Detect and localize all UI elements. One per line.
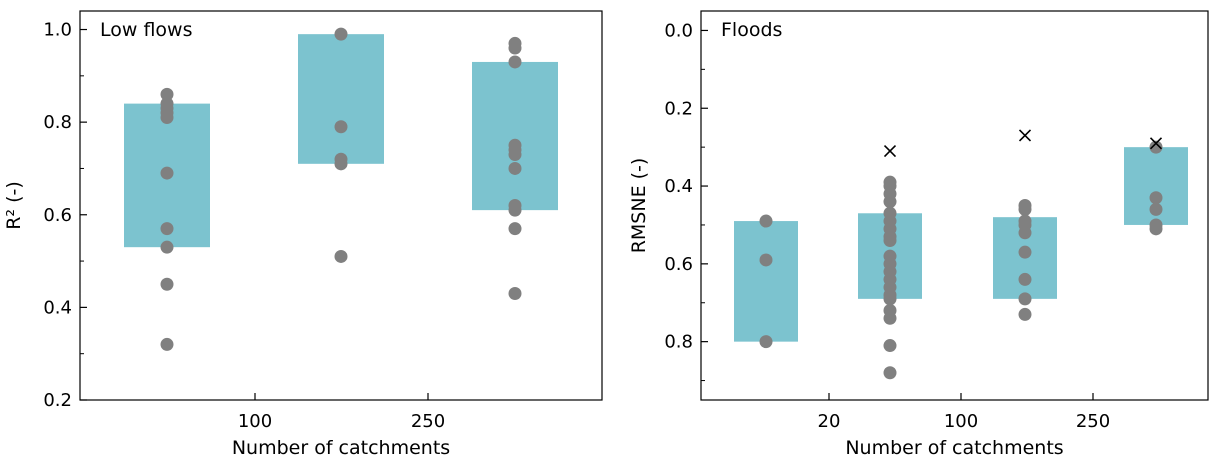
floods-title: Floods [721, 19, 782, 41]
low-flows-x-tick-label: 250 [411, 411, 445, 432]
low-flows-y-tick-label: 0.2 [43, 390, 72, 411]
low-flows-x-axis-label: Number of catchments [232, 437, 450, 459]
floods-y-tick-label: 0.4 [664, 176, 693, 197]
floods-point-2-19 [883, 339, 897, 353]
floods-y-tick-label: 0.2 [664, 98, 693, 119]
floods-outlier-x-2-1 [883, 144, 897, 158]
low-flows-title: Low flows [100, 19, 193, 41]
floods-ticks: 0.0 0.2 0.4 0.6 0.8 20 100 250 [664, 20, 1110, 432]
floods-point-4-2 [1149, 191, 1163, 205]
low-flows-y-tick-label: 0.4 [43, 297, 72, 318]
low-flows-point-2-1 [334, 27, 348, 41]
low-flows-box-3 [472, 61, 558, 211]
low-flows-point-1-9 [160, 277, 174, 291]
low-flows-point-2-2 [334, 120, 348, 134]
low-flows-box-2 [298, 34, 384, 164]
floods-point-2-18 [883, 311, 897, 325]
floods-box-1 [734, 221, 798, 342]
floods-point-2-4 [883, 195, 897, 209]
low-flows-marks [124, 27, 558, 351]
floods-point-3-7 [1018, 272, 1032, 286]
floods-point-1-1 [759, 214, 773, 228]
low-flows-point-1-8 [160, 240, 174, 254]
floods-y-axis-label: RMSNE (-) [628, 158, 650, 254]
low-flows-point-1-5 [160, 111, 174, 125]
floods-point-2-16 [883, 292, 897, 306]
floods-point-3-2 [1018, 202, 1032, 216]
floods-y-tick-label: 0.8 [664, 332, 693, 353]
floods-point-3-5 [1018, 226, 1032, 240]
floods-marks [734, 129, 1188, 380]
low-flows-point-2-4 [334, 157, 348, 171]
low-flows-point-3-11 [508, 286, 522, 300]
floods-x-axis-label: Number of catchments [845, 437, 1063, 459]
floods-outlier-x-4-1 [1149, 137, 1163, 150]
floods-panel: 0.0 0.2 0.4 0.6 0.8 20 100 250 Floods Number of… [628, 10, 1209, 459]
floods-point-3-8 [1018, 292, 1032, 306]
low-flows-point-1-6 [160, 166, 174, 180]
low-flows-ticks: 0.2 0.4 0.6 0.8 1.0 100 250 [43, 20, 445, 432]
floods-x-tick-label: 250 [1076, 411, 1110, 432]
floods-x-tick-label: 20 [818, 411, 841, 432]
floods-y-tick-label: 0.0 [664, 20, 693, 41]
floods-point-2-20 [883, 366, 897, 380]
low-flows-panel: 0.2 0.4 0.6 0.8 1.0 100 250 Low flows Number o… [3, 10, 603, 459]
low-flows-point-3-9 [508, 203, 522, 217]
low-flows-point-1-10 [160, 337, 174, 351]
low-flows-y-tick-label: 0.8 [43, 112, 72, 133]
floods-point-3-6 [1018, 245, 1032, 259]
low-flows-axes-frame [79, 10, 603, 401]
low-flows-x-tick-label: 100 [238, 411, 272, 432]
low-flows-point-3-6 [508, 148, 522, 162]
floods-axes-frame [700, 10, 1209, 401]
floods-point-4-5 [1149, 222, 1163, 236]
floods-y-tick-label: 0.6 [664, 254, 693, 275]
low-flows-point-2-5 [334, 249, 348, 263]
low-flows-point-3-7 [508, 161, 522, 175]
low-flows-point-1-7 [160, 222, 174, 236]
low-flows-y-tick-label: 1.0 [43, 20, 72, 41]
floods-point-4-1 [1149, 140, 1163, 154]
floods-point-2-9 [883, 234, 897, 248]
low-flows-point-3-3 [508, 55, 522, 69]
floods-point-3-9 [1018, 307, 1032, 321]
floods-outlier-x-3-1 [1018, 129, 1032, 142]
floods-point-4-3 [1149, 202, 1163, 216]
floods-x-tick-label: 100 [944, 411, 978, 432]
low-flows-y-tick-label: 0.6 [43, 205, 72, 226]
floods-point-1-2 [759, 253, 773, 267]
low-flows-point-1-1 [160, 87, 174, 101]
low-flows-point-3-2 [508, 41, 522, 55]
low-flows-point-3-10 [508, 222, 522, 236]
floods-point-1-3 [759, 335, 773, 349]
low-flows-y-axis-label: R² (-) [3, 181, 25, 230]
